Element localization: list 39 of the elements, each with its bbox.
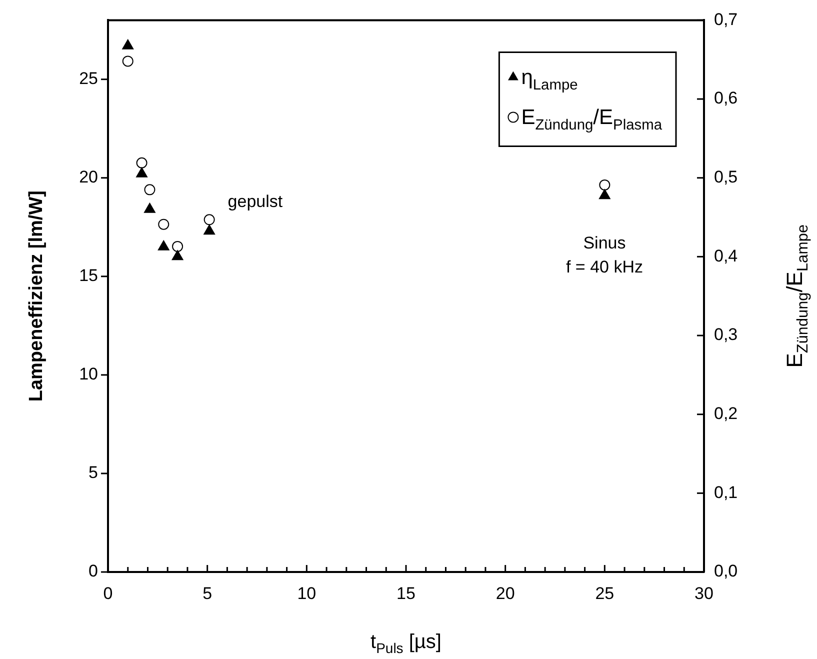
point <box>158 218 170 230</box>
y2-tick-label: 0,4 <box>714 246 738 266</box>
x-tick-label: 25 <box>595 584 614 603</box>
y-tick-label: 25 <box>79 69 98 88</box>
y2-tick-label: 0,1 <box>714 482 738 502</box>
point <box>122 39 134 50</box>
point <box>204 224 216 235</box>
y-axis-title: Lampeneffizienz [lm/W] <box>26 190 47 402</box>
x-tick-label: 0 <box>103 584 113 603</box>
y2-tick-label: 0,7 <box>714 10 738 29</box>
x-tick-label: 5 <box>202 584 212 603</box>
y2-tick-label: 0,6 <box>714 88 738 108</box>
y-tick-label: 5 <box>88 463 98 482</box>
point <box>204 214 215 226</box>
point <box>122 56 134 67</box>
x-tick-label: 30 <box>694 584 714 603</box>
y2-tick-label: 0,3 <box>714 325 738 344</box>
x-tick-label: 20 <box>496 584 515 603</box>
point <box>158 240 170 250</box>
point <box>599 179 610 190</box>
annotation: gepulst <box>228 192 283 211</box>
y2-tick-label: 0,0 <box>714 562 738 581</box>
y-tick-label: 15 <box>79 266 98 286</box>
point <box>598 189 610 200</box>
point <box>144 202 156 213</box>
y-tick-label: 0 <box>88 562 98 581</box>
x-tick-label: 10 <box>297 584 316 603</box>
y2-axis-title: EZündung/ELampe <box>782 224 812 368</box>
y-tick-label: 20 <box>79 168 98 187</box>
point <box>144 184 156 196</box>
y-tick-label: 10 <box>79 364 98 384</box>
point <box>136 157 148 168</box>
point <box>172 250 184 260</box>
point <box>136 167 148 178</box>
x-tick-label: 15 <box>396 584 416 603</box>
y2-tick-label: 0,2 <box>714 404 738 424</box>
y2-tick-label: 0,5 <box>714 168 738 187</box>
annotation: Sinus f = 40 kHz <box>566 233 643 276</box>
point <box>172 240 184 252</box>
